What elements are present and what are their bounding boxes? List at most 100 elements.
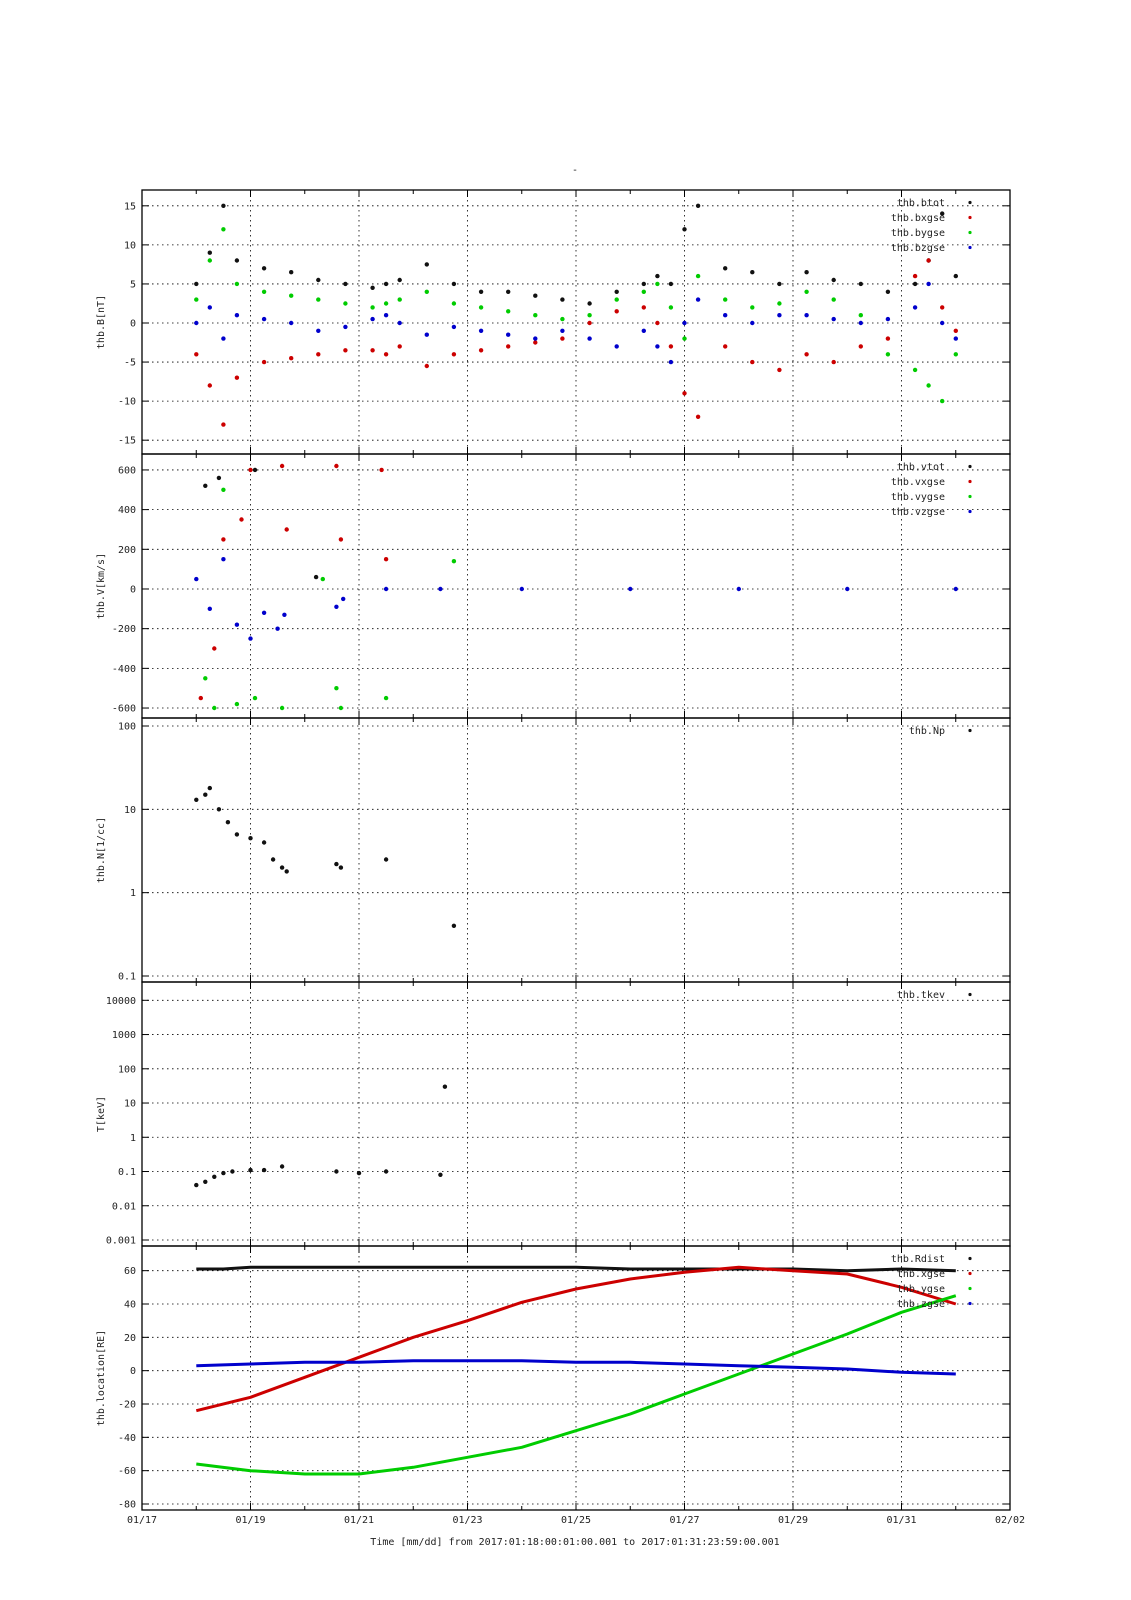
data-point xyxy=(212,705,217,711)
y-tick-label: 0 xyxy=(130,1366,136,1377)
data-point xyxy=(926,281,931,287)
data-point xyxy=(682,336,687,341)
data-point xyxy=(682,227,687,232)
series-thb-rdist xyxy=(196,1265,956,1273)
data-point xyxy=(506,344,511,349)
data-point xyxy=(221,422,226,427)
data-point xyxy=(248,467,253,473)
data-point xyxy=(655,281,660,287)
data-point xyxy=(383,301,389,306)
data-point xyxy=(212,1174,217,1180)
data-point xyxy=(858,320,863,326)
y-axis-label: T[keV] xyxy=(96,1096,107,1132)
data-point xyxy=(194,1182,199,1188)
legend-label: thb.bygse xyxy=(891,228,945,239)
data-point xyxy=(207,383,212,388)
data-point xyxy=(424,289,429,294)
panel-4: 0.001 0.01 0.1 1 10 100 1000 10000 T[keV] thb.tke… xyxy=(96,981,1011,1247)
data-point xyxy=(668,305,674,310)
data-point xyxy=(252,467,258,473)
data-point xyxy=(383,352,389,357)
series-thb-np xyxy=(194,785,457,928)
y-tick-label: 200 xyxy=(118,545,136,556)
data-point xyxy=(533,336,538,341)
data-point xyxy=(275,626,280,631)
data-point xyxy=(203,483,208,488)
data-point xyxy=(533,340,538,345)
data-point xyxy=(533,313,538,318)
data-point xyxy=(750,270,755,275)
data-point xyxy=(234,313,240,318)
data-point xyxy=(397,277,402,283)
x-tick-label: 02/02 xyxy=(995,1515,1025,1526)
data-point xyxy=(194,281,199,287)
y-tick-label: 100 xyxy=(118,722,136,733)
data-point xyxy=(370,305,375,310)
data-point xyxy=(478,328,484,333)
data-point xyxy=(885,289,891,294)
data-point xyxy=(289,270,294,275)
data-point xyxy=(478,305,484,310)
data-point xyxy=(383,586,389,592)
data-point xyxy=(940,211,945,216)
x-axis-label: Time [mm/dd] from 2017:01:18:00:01:00.00… xyxy=(370,1537,779,1548)
data-point xyxy=(279,705,285,711)
data-point xyxy=(370,316,375,322)
data-point xyxy=(221,487,226,492)
data-point xyxy=(234,258,240,263)
data-point xyxy=(587,301,592,306)
x-tick-label: 01/23 xyxy=(452,1515,482,1526)
data-point xyxy=(438,1172,443,1178)
data-point xyxy=(912,281,918,287)
data-point xyxy=(560,316,565,322)
data-point xyxy=(777,367,782,373)
legend-marker xyxy=(968,200,972,205)
data-point xyxy=(316,277,321,283)
data-point xyxy=(614,344,619,349)
y-tick-label: 10 xyxy=(124,240,136,251)
y-axis-label: thb.B[nT] xyxy=(96,295,107,349)
y-tick-label: 1 xyxy=(130,1133,136,1144)
legend-marker xyxy=(968,494,972,499)
panel-frame xyxy=(141,717,1011,983)
data-point xyxy=(424,332,429,337)
legend-marker xyxy=(968,992,972,997)
data-point xyxy=(230,1169,235,1174)
data-point xyxy=(641,305,646,310)
data-point xyxy=(641,281,646,287)
y-tick-label: 5 xyxy=(130,279,136,290)
data-point xyxy=(885,336,891,341)
data-point xyxy=(953,336,958,341)
data-point xyxy=(695,414,701,419)
series-line xyxy=(195,1265,957,1413)
y-axis-label: thb.V[km/s] xyxy=(96,553,107,619)
data-point xyxy=(695,203,701,208)
data-point xyxy=(628,586,633,592)
data-point xyxy=(343,348,348,353)
data-point xyxy=(289,320,294,326)
data-point xyxy=(221,1170,226,1176)
data-point xyxy=(289,356,294,361)
figure-title: - xyxy=(572,165,578,176)
data-point xyxy=(207,305,212,310)
data-point xyxy=(194,297,199,302)
data-point xyxy=(334,861,339,867)
data-point xyxy=(777,313,782,318)
data-point xyxy=(234,281,240,287)
data-point xyxy=(587,320,592,326)
series-thb-bzgse xyxy=(194,281,958,365)
data-point xyxy=(207,606,212,611)
data-point xyxy=(940,305,945,310)
data-point xyxy=(397,344,402,349)
data-point xyxy=(194,352,199,357)
data-point xyxy=(736,586,741,592)
data-point xyxy=(777,301,782,306)
data-point xyxy=(451,559,457,564)
x-tick-label: 01/29 xyxy=(778,1515,808,1526)
series-thb-tkev xyxy=(194,1084,448,1188)
data-point xyxy=(279,463,285,469)
data-point xyxy=(279,865,285,870)
data-point xyxy=(831,316,836,322)
legend-marker xyxy=(968,728,972,733)
y-tick-label: 15 xyxy=(124,201,136,212)
